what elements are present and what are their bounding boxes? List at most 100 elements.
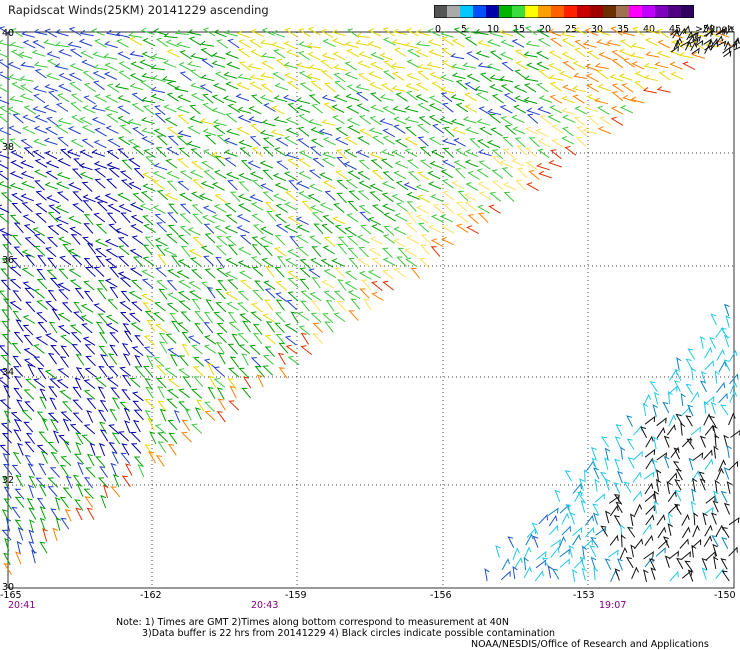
wind-barb [275, 137, 289, 147]
wind-barb [653, 436, 659, 450]
wind-barb [39, 506, 46, 520]
wind-barb [415, 40, 430, 47]
colorbar-segment [577, 5, 590, 18]
wind-barb [5, 517, 12, 532]
wind-barb [502, 136, 514, 147]
wind-barb [0, 279, 11, 291]
wind-barb [558, 70, 573, 79]
wind-barb [190, 269, 203, 280]
wind-barb [490, 127, 503, 137]
wind-barb [528, 137, 540, 148]
wind-barb [283, 171, 297, 181]
wind-barb [357, 190, 370, 201]
wind-barb [199, 117, 214, 125]
wind-barb [430, 246, 441, 257]
wind-barb [217, 352, 226, 365]
wind-barb [632, 490, 642, 502]
wind-barb [201, 281, 213, 292]
wind-barb [369, 151, 384, 160]
wind-barb [656, 452, 668, 461]
wind-barb [720, 327, 729, 339]
wind-barb [47, 477, 59, 488]
wind-barb [623, 481, 632, 493]
wind-barb [298, 325, 311, 336]
wind-barb [710, 40, 719, 50]
wind-barb [9, 266, 22, 277]
wind-barb [117, 192, 131, 202]
wind-barb [525, 62, 540, 71]
wind-barb [104, 193, 118, 202]
wind-barb [403, 182, 417, 191]
wind-barb [198, 193, 213, 202]
wind-barb [581, 545, 587, 559]
wind-barb [486, 139, 501, 148]
wind-barb [117, 148, 129, 159]
wind-barb [177, 259, 191, 269]
wind-barb [93, 303, 106, 313]
wind-barb [184, 407, 192, 421]
wind-barb [45, 170, 58, 180]
wind-barb [106, 212, 117, 224]
wind-barb [98, 421, 108, 434]
wind-barb [322, 38, 336, 48]
wind-barb [252, 323, 263, 336]
wind-barb [50, 451, 60, 464]
wind-barb [630, 42, 646, 50]
wind-barb [504, 124, 516, 135]
wind-barb [60, 334, 73, 345]
wind-barb [523, 96, 538, 104]
wind-barb [344, 280, 358, 291]
wind-barb [216, 411, 226, 423]
wind-barb [195, 399, 205, 412]
wind-barb [653, 391, 660, 405]
wind-barb [217, 280, 227, 292]
wind-barb [383, 60, 396, 70]
wind-barb [57, 117, 72, 125]
wind-barb [129, 73, 143, 82]
wind-barb [582, 40, 597, 48]
wind-barb [568, 545, 575, 558]
wind-barb [704, 395, 715, 406]
wind-barb [457, 190, 469, 202]
wind-barb [41, 417, 49, 431]
wind-barb [202, 93, 214, 104]
wind-barb [16, 540, 23, 555]
wind-barb [501, 167, 513, 178]
wind-barb [217, 398, 226, 411]
wind-barb [33, 233, 46, 244]
wind-barb [440, 30, 455, 38]
wind-barb [669, 61, 683, 70]
wind-barb [492, 156, 503, 167]
wind-barb [299, 258, 311, 269]
wind-barb [626, 526, 636, 538]
wind-barb [141, 96, 156, 104]
wind-barb [10, 28, 23, 38]
wind-barb [453, 27, 467, 37]
wind-barb [44, 126, 58, 136]
wind-barb [692, 477, 698, 491]
wind-barb [39, 396, 47, 409]
colorbar-segment [642, 5, 655, 18]
wind-barb [275, 299, 285, 311]
wind-barb [211, 52, 226, 60]
wind-barb [60, 148, 72, 159]
wind-barb [502, 181, 517, 191]
wind-barb [298, 190, 311, 200]
wind-barb [130, 443, 142, 454]
wind-barb [211, 214, 226, 223]
wind-barb [276, 256, 287, 268]
wind-barb [247, 160, 261, 169]
wind-barb [163, 247, 177, 256]
wind-barb [65, 475, 73, 489]
wind-barb [348, 310, 359, 321]
wind-barb [336, 192, 347, 204]
wind-barb [680, 392, 686, 406]
wind-barb [501, 61, 514, 72]
wind-barb [156, 190, 169, 201]
wind-barb [600, 436, 610, 448]
wind-barb [226, 180, 238, 191]
wind-barb [417, 70, 430, 81]
wind-barb [307, 193, 321, 203]
wind-barb [704, 44, 712, 54]
wind-barb [681, 526, 691, 539]
